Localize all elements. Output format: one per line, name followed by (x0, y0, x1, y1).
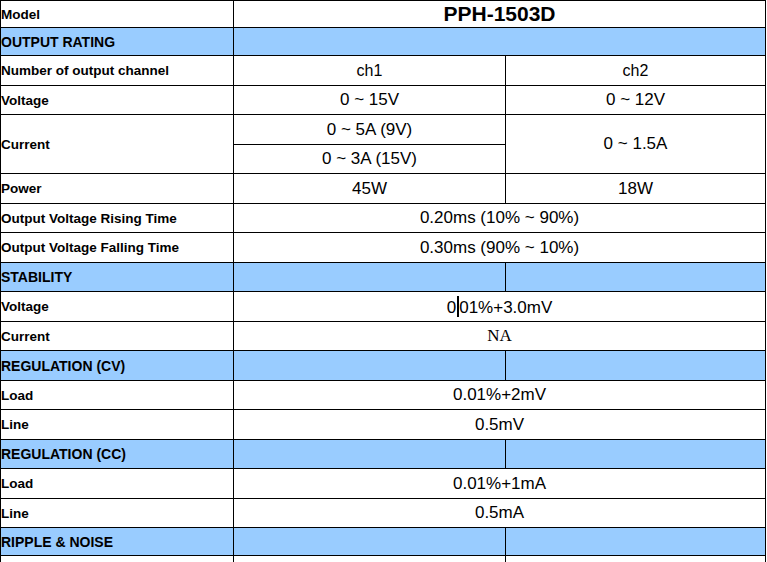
row-ripple-noise: RIPPLE & NOISE (1, 528, 766, 556)
ripple-noise-blank-cell-1 (234, 528, 506, 556)
ripple-noise-title-cell: RIPPLE & NOISE (1, 528, 234, 556)
falling-time-label-cell: Output Voltage Falling Time (1, 233, 234, 263)
model-label-cell: Model (1, 1, 234, 28)
row-rising-time: Output Voltage Rising Time 0.20ms (10% ~… (1, 204, 766, 233)
current-label-cell: Current (1, 115, 234, 174)
row-channels: Number of output channel ch1 ch2 (1, 56, 766, 86)
stability-current-value-cell[interactable]: NA (234, 322, 766, 351)
cv-line-value-cell[interactable]: 0.5mV (234, 410, 766, 440)
regulation-cv-blank-cell-2 (506, 351, 766, 381)
stability-blank-cell-1 (234, 263, 506, 292)
row-cv-load: Load 0.01%+2mV (1, 381, 766, 410)
spec-sheet: Model PPH-1503D OUTPUT RATING Number of … (0, 0, 767, 562)
cc-line-value-cell[interactable]: 0.5mA (234, 499, 766, 528)
row-stability: STABILITY (1, 263, 766, 292)
falling-time-value-cell[interactable]: 0.30ms (90% ~ 10%) (234, 233, 766, 263)
cv-line-label-cell: Line (1, 410, 234, 440)
row-voltage: Voltage 0 ~ 15V 0 ~ 12V (1, 86, 766, 115)
stability-current-label-cell: Current (1, 322, 234, 351)
voltage-ch1-cell[interactable]: 0 ~ 15V (234, 86, 506, 115)
ch1-header-cell[interactable]: ch1 (234, 56, 506, 86)
regulation-cv-title-cell: REGULATION (CV) (1, 351, 234, 381)
ripple-noise-blank-cell-2 (506, 528, 766, 556)
value-text-after-caret: 01%+3.0mV (459, 298, 552, 317)
stability-blank-cell-2 (506, 263, 766, 292)
cv-load-label-cell: Load (1, 381, 234, 410)
row-cc-load: Load 0.01%+1mA (1, 469, 766, 499)
cv-load-value-cell[interactable]: 0.01%+2mV (234, 381, 766, 410)
rising-time-label-cell: Output Voltage Rising Time (1, 204, 234, 233)
row-cc-line: Line 0.5mA (1, 499, 766, 528)
row-power: Power 45W 18W (1, 174, 766, 204)
value-text-before-caret: 0 (447, 298, 456, 317)
model-value-cell[interactable]: PPH-1503D (234, 1, 766, 28)
stability-voltage-value-cell[interactable]: 001%+3.0mV (234, 292, 766, 322)
voltage-label-cell: Voltage (1, 86, 234, 115)
row-regulation-cc: REGULATION (CC) (1, 440, 766, 469)
power-ch1-cell[interactable]: 45W (234, 174, 506, 204)
partial-bottom-cell-1 (234, 556, 506, 562)
current-ch1-row2-cell[interactable]: 0 ~ 3A (15V) (234, 145, 506, 174)
spec-table: Model PPH-1503D OUTPUT RATING Number of … (0, 0, 766, 562)
regulation-cc-title-cell: REGULATION (CC) (1, 440, 234, 469)
regulation-cv-blank-cell-1 (234, 351, 506, 381)
channels-label-cell: Number of output channel (1, 56, 234, 86)
regulation-cc-blank-cell-1 (234, 440, 506, 469)
rising-time-value-cell[interactable]: 0.20ms (10% ~ 90%) (234, 204, 766, 233)
current-ch2-cell[interactable]: 0 ~ 1.5A (506, 115, 766, 174)
output-rating-title-cell: OUTPUT RATING (1, 28, 234, 56)
row-cv-line: Line 0.5mV (1, 410, 766, 440)
row-current-1: Current 0 ~ 5A (9V) 0 ~ 1.5A (1, 115, 766, 145)
row-regulation-cv: REGULATION (CV) (1, 351, 766, 381)
cc-load-label-cell: Load (1, 469, 234, 499)
regulation-cc-blank-cell-2 (506, 440, 766, 469)
cc-load-value-cell[interactable]: 0.01%+1mA (234, 469, 766, 499)
stability-voltage-label-cell: Voltage (1, 292, 234, 322)
current-ch1-row1-cell[interactable]: 0 ~ 5A (9V) (234, 115, 506, 145)
row-stability-current: Current NA (1, 322, 766, 351)
voltage-ch2-cell[interactable]: 0 ~ 12V (506, 86, 766, 115)
row-output-rating: OUTPUT RATING (1, 28, 766, 56)
power-label-cell: Power (1, 174, 234, 204)
partial-bottom-cell-2 (506, 556, 766, 562)
partial-bottom-label-cell (1, 556, 234, 562)
ch2-header-cell[interactable]: ch2 (506, 56, 766, 86)
output-rating-blank-cell (234, 28, 766, 56)
power-ch2-cell[interactable]: 18W (506, 174, 766, 204)
row-partial-bottom (1, 556, 766, 562)
row-stability-voltage: Voltage 001%+3.0mV (1, 292, 766, 322)
row-model: Model PPH-1503D (1, 1, 766, 28)
row-falling-time: Output Voltage Falling Time 0.30ms (90% … (1, 233, 766, 263)
stability-title-cell: STABILITY (1, 263, 234, 292)
cc-line-label-cell: Line (1, 499, 234, 528)
